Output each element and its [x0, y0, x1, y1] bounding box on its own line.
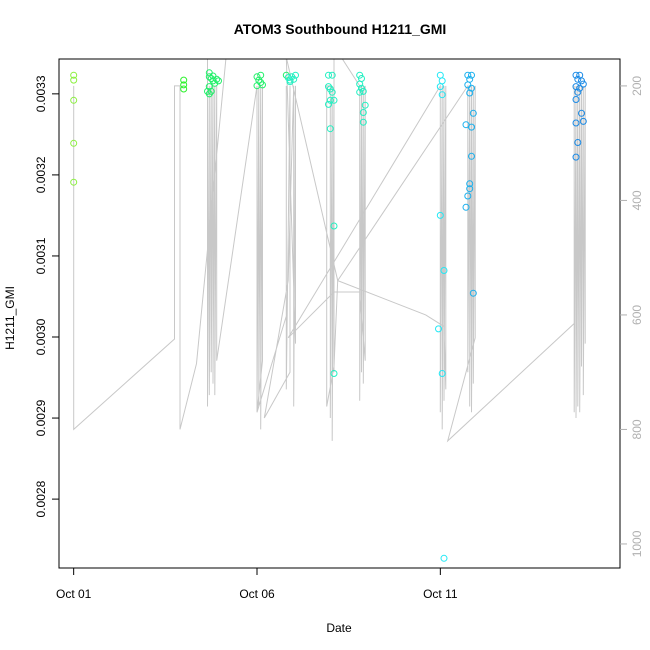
- data-point: [330, 222, 338, 230]
- data-point: [326, 96, 334, 104]
- points-layer: [70, 69, 587, 562]
- data-point: [438, 91, 446, 99]
- data-point: [579, 80, 587, 88]
- data-point: [70, 76, 78, 84]
- data-point: [325, 100, 332, 108]
- data-point: [464, 71, 472, 79]
- y2-tick-label: 1000: [630, 530, 644, 557]
- pressure-line-layer: [73, 59, 586, 443]
- data-point: [440, 554, 448, 562]
- data-point: [572, 119, 580, 127]
- data-point: [435, 325, 442, 333]
- x-tick-label: Oct 01: [56, 587, 92, 601]
- data-point: [290, 75, 298, 83]
- data-point: [180, 81, 188, 89]
- y-tick-label: 0.0033: [34, 75, 48, 112]
- data-point: [330, 370, 338, 377]
- data-point: [440, 267, 448, 274]
- data-point: [574, 75, 582, 83]
- data-point: [70, 96, 78, 104]
- y-axis-label: H1211_GMI: [3, 286, 17, 350]
- y-tick-label: 0.0029: [34, 399, 48, 436]
- data-point: [213, 75, 221, 83]
- data-point: [70, 178, 78, 186]
- data-point: [356, 71, 364, 79]
- data-point: [468, 71, 475, 79]
- data-point: [438, 370, 446, 377]
- data-point: [330, 96, 338, 104]
- data-point: [579, 117, 587, 125]
- y-axis-left: 0.0028 0.0029 0.0030 0.0031 0.0032 0.0033: [34, 75, 59, 517]
- data-point: [574, 139, 582, 146]
- data-point: [578, 109, 585, 117]
- data-point: [462, 203, 470, 211]
- y-tick-label: 0.0032: [34, 156, 48, 193]
- x-tick-label: Oct 06: [239, 587, 275, 601]
- data-point: [328, 71, 336, 79]
- data-point: [359, 118, 367, 126]
- data-point: [468, 84, 475, 92]
- y2-tick-label: 800: [630, 419, 644, 439]
- data-point: [205, 73, 213, 81]
- pressure-line: [73, 59, 586, 443]
- data-point: [572, 71, 580, 79]
- data-point: [468, 123, 475, 131]
- data-point: [436, 211, 444, 219]
- data-point: [436, 83, 444, 91]
- data-point: [211, 79, 219, 87]
- data-point: [468, 152, 475, 160]
- data-point: [328, 88, 336, 96]
- data-point: [356, 80, 364, 88]
- y2-tick-label: 200: [630, 76, 644, 96]
- data-point: [70, 71, 78, 79]
- data-point: [466, 180, 474, 188]
- data-point: [325, 71, 332, 79]
- data-point: [180, 76, 188, 84]
- data-point: [204, 87, 211, 95]
- x-axis-label: Date: [326, 621, 352, 635]
- data-point: [438, 77, 446, 85]
- chart-title: ATOM3 Southbound H1211_GMI: [234, 21, 447, 37]
- plot-frame: [58, 58, 621, 569]
- data-point: [469, 109, 477, 117]
- data-point: [215, 77, 222, 85]
- data-point: [469, 289, 477, 297]
- data-point: [576, 84, 584, 92]
- x-axis: Oct 01 Oct 06 Oct 11: [56, 568, 458, 601]
- data-point: [361, 101, 369, 109]
- data-point: [292, 71, 299, 79]
- y-tick-label: 0.0030: [34, 318, 48, 355]
- data-point: [205, 83, 213, 91]
- y-axis-right: 200 400 600 800 1000: [620, 76, 644, 557]
- data-point: [466, 185, 474, 193]
- data-point: [574, 88, 582, 96]
- data-point: [359, 109, 367, 116]
- data-point: [259, 81, 266, 89]
- data-point: [464, 192, 472, 200]
- y-tick-label: 0.0028: [34, 480, 48, 517]
- data-point: [180, 85, 188, 93]
- data-point: [326, 125, 334, 133]
- data-point: [257, 71, 265, 79]
- data-point: [466, 89, 474, 97]
- data-point: [356, 88, 364, 96]
- data-point: [286, 78, 294, 86]
- x-tick-label: Oct 11: [423, 587, 458, 601]
- y2-tick-label: 400: [630, 190, 644, 210]
- y-tick-label: 0.0031: [34, 237, 48, 274]
- y2-tick-label: 600: [630, 305, 644, 325]
- data-point: [359, 87, 367, 95]
- data-point: [253, 73, 261, 81]
- data-point: [436, 71, 444, 79]
- data-point: [572, 96, 580, 103]
- data-point: [572, 153, 580, 161]
- data-point: [70, 139, 78, 147]
